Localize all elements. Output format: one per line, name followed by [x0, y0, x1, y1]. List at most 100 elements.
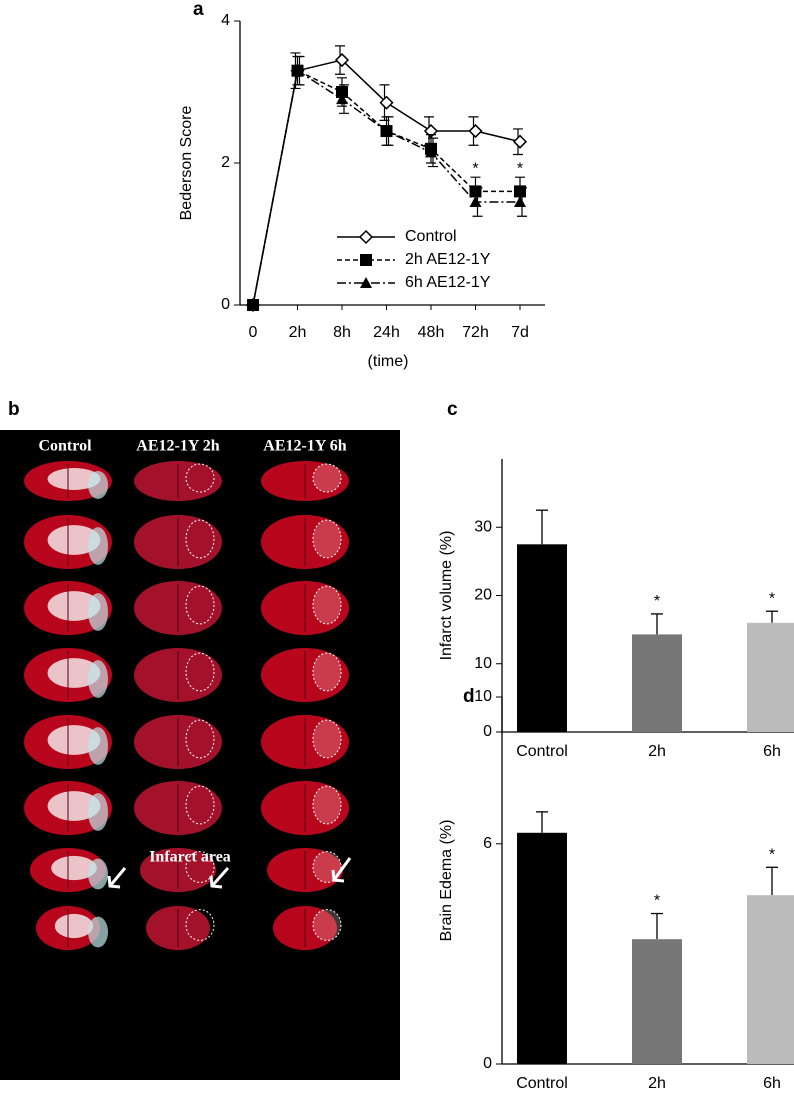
- photo-annotation: Infarct area: [149, 849, 231, 866]
- bar: [517, 544, 567, 732]
- marker: [512, 134, 528, 149]
- column-label: AE12-1Y 6h: [263, 438, 347, 455]
- infarct-patch: [88, 593, 108, 631]
- infarct-patch: [47, 525, 101, 555]
- infarct-outline: [312, 585, 342, 625]
- infarct-patch: [47, 725, 101, 755]
- y-tick-label: 6: [483, 835, 492, 852]
- bar: [747, 622, 794, 732]
- marker: [469, 196, 482, 208]
- infarct-outline: [185, 909, 215, 941]
- infarct-outline: [312, 652, 342, 692]
- x-tick-label: 2h: [648, 1075, 666, 1092]
- y-axis-label: Infarct volume (%): [438, 531, 455, 661]
- x-tick-label: Control: [516, 743, 568, 760]
- infarct-patch: [88, 727, 108, 765]
- annotation: *: [654, 593, 660, 610]
- annotation: *: [517, 160, 523, 177]
- legend-label: Control: [405, 228, 457, 245]
- arrow-head: [107, 875, 121, 889]
- y-axis-label: Brain Edema (%): [438, 820, 455, 942]
- bar: [517, 832, 567, 1064]
- infarct-outline: [312, 719, 342, 759]
- infarct-outline: [312, 785, 342, 825]
- x-tick-label: 6h: [763, 743, 781, 760]
- infarct-outline: [312, 463, 342, 493]
- x-tick-label: 2h: [289, 324, 307, 341]
- infarct-outline: [185, 719, 215, 759]
- panel-label: d: [463, 686, 475, 707]
- legend-label: 2h AE12-1Y: [405, 251, 491, 268]
- marker: [336, 93, 348, 105]
- marker: [425, 146, 437, 158]
- infarct-patch: [47, 791, 101, 821]
- x-tick-label: Control: [516, 1075, 568, 1092]
- marker: [336, 86, 348, 98]
- infarct-patch: [88, 527, 108, 565]
- bar: [632, 634, 682, 732]
- arrow-head: [209, 875, 223, 889]
- arrow-head: [331, 869, 345, 883]
- infarct-patch: [88, 793, 108, 831]
- y-tick-label: 0: [483, 723, 492, 740]
- infarct-patch: [88, 471, 108, 499]
- marker: [514, 185, 526, 198]
- y-tick-label: 10: [474, 655, 492, 672]
- annotation: *: [654, 893, 660, 910]
- x-tick-label: 8h: [333, 324, 351, 341]
- column-label: Control: [38, 438, 92, 455]
- infarct-outline: [185, 463, 215, 493]
- panel-label: a: [193, 0, 204, 20]
- marker: [379, 95, 394, 110]
- arrow: [108, 867, 127, 887]
- legend-label: 6h AE12-1Y: [405, 274, 491, 291]
- infarct-patch: [88, 660, 108, 698]
- infarct-patch: [51, 855, 97, 881]
- x-tick-label: 2h: [648, 743, 666, 760]
- y-tick-label: 0: [483, 1055, 492, 1072]
- x-tick-label: 72h: [462, 324, 489, 341]
- y-tick-label: 30: [474, 518, 492, 535]
- marker: [360, 254, 372, 266]
- y-tick-label: 20: [474, 587, 492, 604]
- infarct-outline: [185, 851, 215, 883]
- infarct-outline: [185, 785, 215, 825]
- x-axis-label: (time): [368, 353, 409, 370]
- x-tick-label: 6h: [763, 1075, 781, 1092]
- y-axis-label: Bederson Score: [178, 106, 195, 221]
- column-label: AE12-1Y 2h: [136, 438, 220, 455]
- y-tick-label: 0: [221, 296, 230, 313]
- bar: [632, 939, 682, 1064]
- marker: [334, 52, 350, 68]
- infarct-outline: [185, 519, 215, 559]
- infarct-outline: [185, 585, 215, 625]
- infarct-patch: [47, 468, 101, 490]
- x-tick-label: 24h: [373, 324, 400, 341]
- bar: [747, 895, 794, 1064]
- x-tick-label: 7d: [511, 324, 529, 341]
- arrow: [332, 857, 352, 881]
- brain-slices: [24, 461, 352, 950]
- infarct-patch: [54, 913, 94, 939]
- annotation: *: [769, 847, 775, 864]
- marker: [360, 277, 372, 288]
- y-tick-label: 10: [474, 688, 492, 705]
- infarct-patch: [88, 916, 108, 948]
- marker: [291, 64, 304, 76]
- marker: [514, 196, 526, 208]
- infarct-outline: [312, 909, 342, 941]
- infarct-outline: [185, 652, 215, 692]
- y-tick-label: 2: [221, 154, 230, 171]
- panel-label: c: [447, 399, 458, 420]
- marker: [358, 229, 374, 245]
- marker: [469, 185, 482, 198]
- annotation: *: [769, 590, 775, 607]
- marker: [380, 125, 393, 137]
- y-tick-label: 4: [221, 12, 230, 29]
- x-tick-label: 48h: [418, 324, 445, 341]
- infarct-outline: [312, 519, 342, 559]
- annotation: *: [472, 160, 478, 177]
- x-tick-label: 0: [249, 324, 258, 341]
- marker: [247, 299, 259, 310]
